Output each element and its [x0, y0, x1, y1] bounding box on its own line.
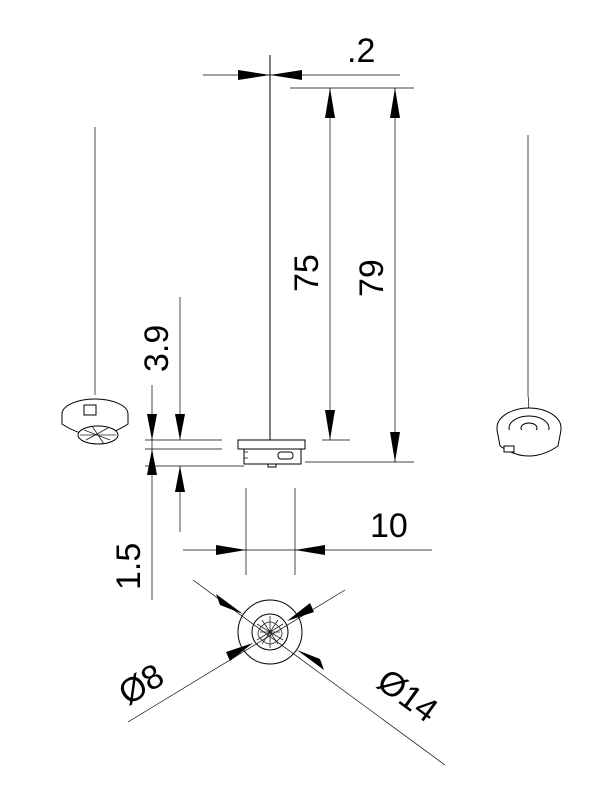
dimension-wire-length: 75	[288, 87, 414, 441]
dimension-wire-diameter: .2	[203, 32, 400, 80]
left-isometric-view	[61, 127, 129, 445]
dimension-outer-diameter: Ø14	[192, 579, 446, 766]
overall-length-label: 79	[353, 259, 391, 297]
base-width-label: 10	[370, 507, 408, 545]
side-view	[237, 55, 306, 468]
dimension-overall-length: 79	[305, 88, 414, 463]
wire-diameter-label: .2	[347, 32, 375, 70]
body-height-label: 3.9	[138, 325, 176, 372]
inner-diameter-label: Ø8	[112, 657, 171, 713]
wire-length-label: 75	[288, 254, 326, 292]
dimension-base-width: 10	[183, 488, 432, 575]
dimension-base-height: 1.5	[110, 385, 244, 600]
outer-diameter-label: Ø14	[370, 662, 444, 731]
right-isometric-view	[496, 135, 562, 457]
dimension-body-height: 3.9	[138, 297, 222, 450]
top-view	[237, 599, 303, 665]
base-height-label: 1.5	[110, 543, 148, 590]
